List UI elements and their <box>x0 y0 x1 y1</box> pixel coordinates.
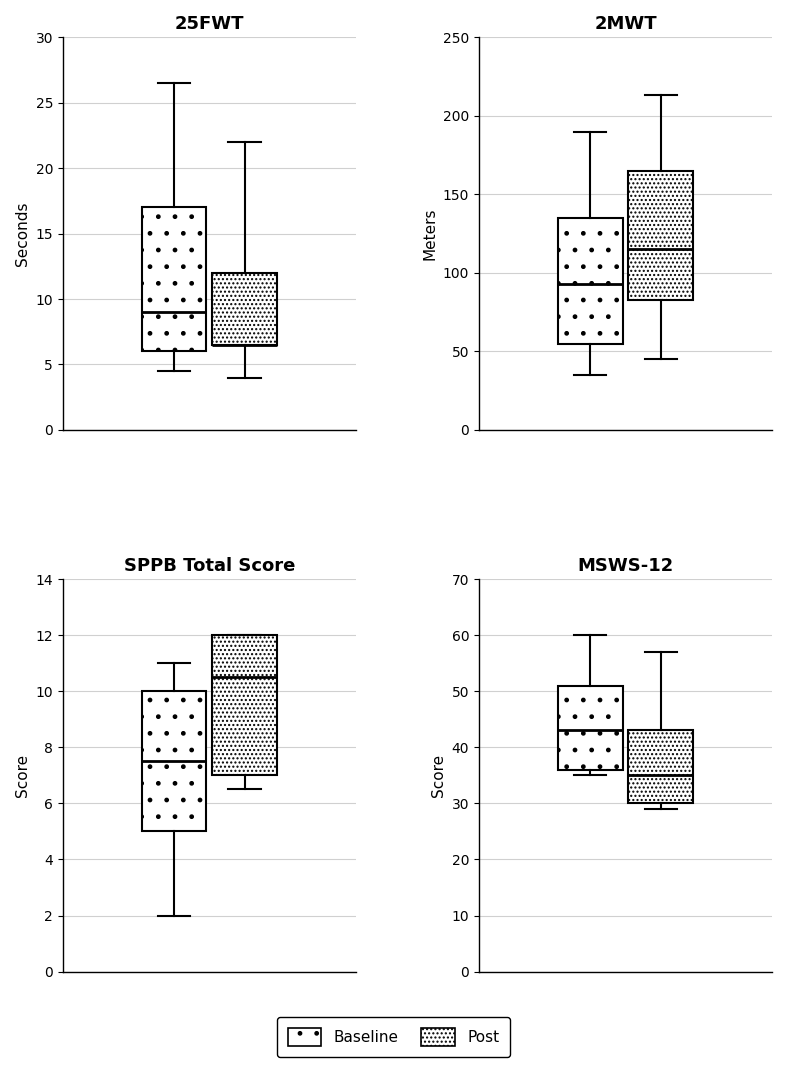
Bar <box>629 171 693 300</box>
Y-axis label: Seconds: Seconds <box>15 201 30 265</box>
Y-axis label: Meters: Meters <box>423 208 438 260</box>
Bar <box>558 218 623 343</box>
Y-axis label: Score: Score <box>15 753 30 797</box>
Bar <box>629 731 693 804</box>
Bar <box>142 208 206 351</box>
Bar <box>142 691 206 831</box>
Bar <box>212 636 277 776</box>
Title: MSWS-12: MSWS-12 <box>578 556 674 575</box>
Title: 25FWT: 25FWT <box>175 15 244 33</box>
Legend: Baseline, Post: Baseline, Post <box>277 1016 510 1057</box>
Bar <box>558 686 623 769</box>
Title: SPPB Total Score: SPPB Total Score <box>124 556 295 575</box>
Bar <box>212 273 277 345</box>
Title: 2MWT: 2MWT <box>594 15 657 33</box>
Y-axis label: Score: Score <box>431 753 446 797</box>
